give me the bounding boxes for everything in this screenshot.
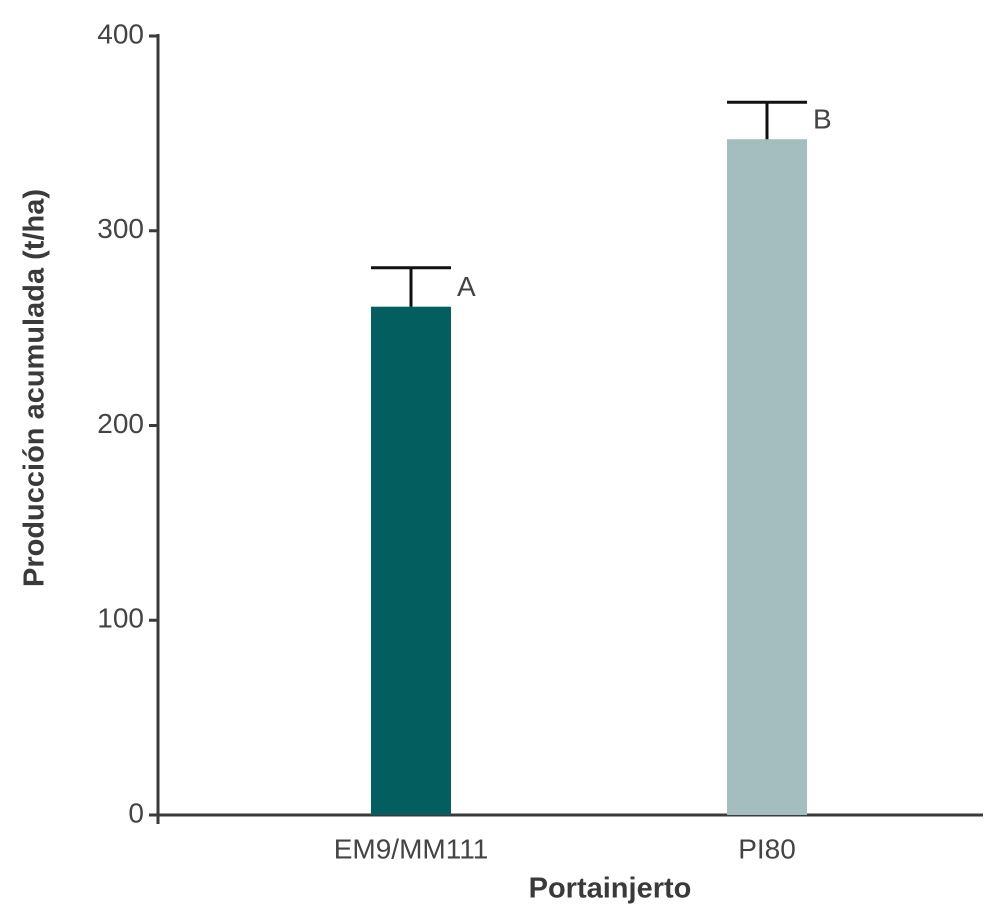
x-axis-title: Portainjerto: [529, 873, 692, 905]
significance-letter: B: [813, 104, 832, 135]
bar: [727, 139, 807, 815]
y-tick-label: 200: [97, 408, 144, 439]
y-tick-label: 400: [97, 18, 144, 49]
error-bar: [727, 100, 807, 140]
x-tick-label: EM9/MM111: [334, 833, 489, 864]
bar: [371, 306, 451, 815]
y-tick-label: 300: [97, 213, 144, 244]
significance-letter: A: [457, 271, 476, 302]
y-axis-title: Producción acumulada (t/ha): [19, 189, 51, 587]
x-tick-label: PI80: [738, 833, 796, 864]
error-bar: [371, 266, 451, 307]
y-tick-label: 0: [128, 797, 144, 828]
y-tick-label: 100: [97, 603, 144, 634]
